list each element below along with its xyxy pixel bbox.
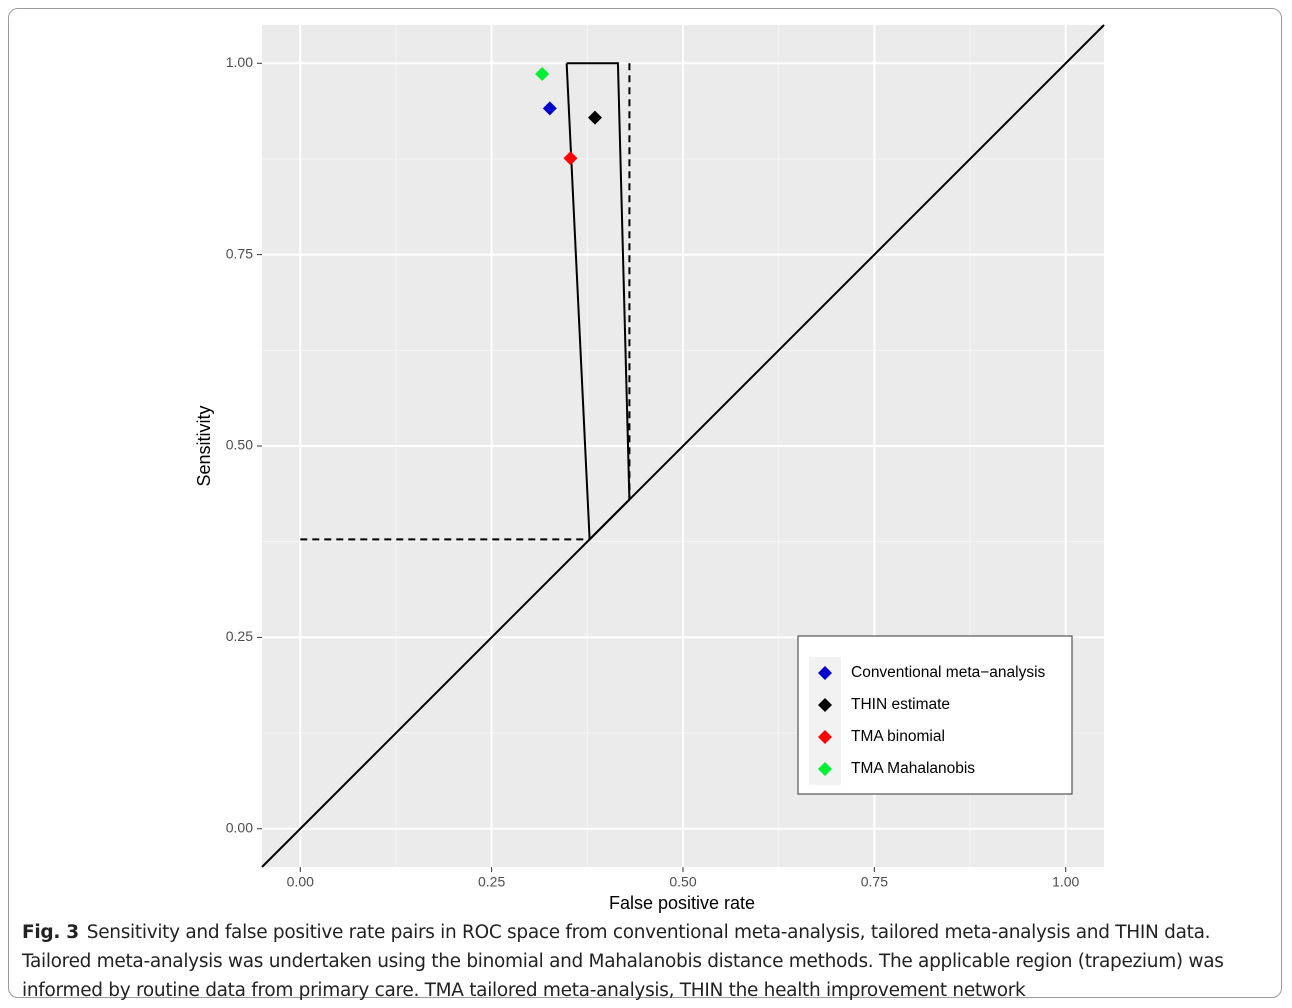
x-tick-label: 0.25	[478, 874, 505, 890]
legend-label: TMA Mahalanobis	[851, 760, 975, 777]
x-tick-label: 0.75	[861, 874, 888, 890]
point	[542, 101, 557, 116]
x-tick-label: 0.00	[287, 874, 314, 890]
y-tick-label: 0.25	[226, 628, 253, 644]
legend-marker	[818, 698, 832, 712]
legend-label: TMA binomial	[851, 728, 945, 745]
y-axis-title: Sensitivity	[194, 405, 214, 486]
x-tick-label: 0.50	[669, 874, 696, 890]
x-tick-label: 1.00	[1052, 874, 1079, 890]
y-tick-label: 1.00	[226, 54, 253, 70]
legend-box	[797, 635, 1073, 795]
caption: Fig. 3 Sensitivity and false positive rat…	[22, 918, 1272, 1005]
chart: False positive rate Sensitivity 0.00 0.25…	[194, 24, 1105, 913]
reference-line	[565, 62, 631, 542]
y-tick-label: 0.75	[226, 245, 253, 261]
caption-text: Sensitivity and false positive rate pair…	[22, 922, 1224, 1001]
point	[587, 110, 602, 125]
legend-marker	[818, 730, 832, 744]
y-tick-label: 0.50	[226, 437, 253, 453]
caption-label: Fig. 3	[22, 922, 79, 943]
legend-label: THIN estimate	[851, 696, 950, 713]
legend-label: Conventional meta−analysis	[851, 664, 1046, 681]
legend-marker	[818, 666, 832, 680]
point	[535, 66, 550, 81]
figure-frame	[8, 8, 1282, 998]
point	[563, 151, 578, 166]
x-axis-title: False positive rate	[609, 893, 755, 913]
y-tick-label: 0.00	[226, 819, 253, 835]
legend-marker	[818, 762, 832, 776]
reference-line	[261, 24, 1105, 868]
